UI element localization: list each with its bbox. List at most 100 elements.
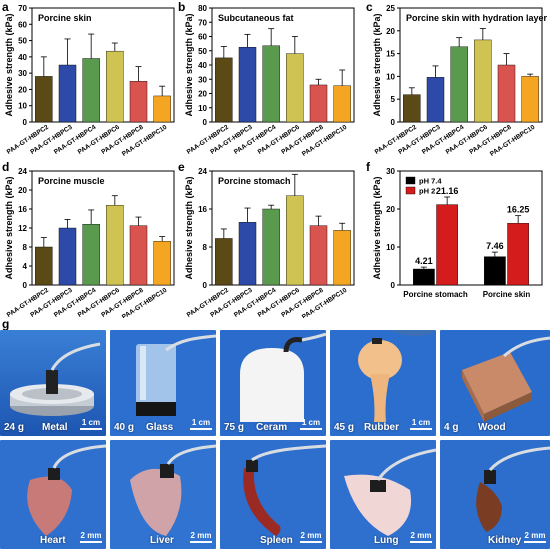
photo-mass-wood: 4 g <box>444 422 459 433</box>
photo-label-rubber: Rubber <box>364 422 399 433</box>
y-tick-label: 16 <box>198 205 207 214</box>
photo-lung: Lung 2 mm <box>330 440 436 549</box>
plot-frame <box>399 7 543 123</box>
bar <box>35 246 53 286</box>
bar <box>82 58 100 123</box>
legend-swatch <box>405 186 416 195</box>
y-tick-label: 10 <box>386 243 395 252</box>
x-tick-label: PAA-GT-HBPC10 <box>489 124 537 158</box>
scale-text-heart: 2 mm <box>80 531 102 540</box>
scale-bar-liver: 2 mm <box>190 531 212 543</box>
y-tick-label: 10 <box>198 104 207 113</box>
y-axis-label: Adhesive strength (kPa) <box>372 13 382 116</box>
x-tick-label: Porcine stomach <box>403 290 468 299</box>
photo-label-heart: Heart <box>40 535 66 546</box>
y-tick-label: 80 <box>198 4 207 13</box>
y-tick-label: 10 <box>386 72 395 81</box>
scale-text-spleen: 2 mm <box>300 531 322 540</box>
photo-grid: 24 g Metal 1 cm 40 g Glass 1 cm 75 g Cer… <box>0 330 550 549</box>
bar <box>484 256 506 286</box>
bar <box>286 195 304 286</box>
y-tick-label: 50 <box>18 37 27 46</box>
bar <box>153 241 171 286</box>
scale-text-kidney: 2 mm <box>524 531 546 540</box>
scale-bar-metal: 1 cm <box>80 418 102 430</box>
chart-panel-3: 0 4 8 12 16 20 24 Adhesive strength (kPa) Porcin… <box>4 167 175 318</box>
data-label: 4.21 <box>415 256 433 266</box>
photo-kidney: Kidney 2 mm <box>440 440 550 549</box>
photo-rubber: 45 g Rubber 1 cm <box>330 330 436 436</box>
plot-frame <box>211 7 355 123</box>
scale-bar-ceram: 1 cm <box>300 418 322 430</box>
legend-label: pH 7.4 <box>419 177 442 186</box>
y-axis-label: Adhesive strength (kPa) <box>4 13 14 116</box>
scale-text-glass: 1 cm <box>191 418 211 427</box>
chart-title: Subcutaneous fat <box>218 13 294 23</box>
y-tick-label: 20 <box>18 186 27 195</box>
photo-mass-glass: 40 g <box>114 422 135 433</box>
y-tick-label: 10 <box>18 102 27 111</box>
y-tick-label: 40 <box>198 61 207 70</box>
y-tick-label: 60 <box>198 33 207 42</box>
photo-spleen: Spleen 2 mm <box>220 440 326 549</box>
legend-label: pH 2 <box>419 187 435 196</box>
chart-title: Porcine skin with hydration layer <box>406 13 548 23</box>
scale-text-ceram: 1 cm <box>301 418 321 427</box>
y-tick-label: 0 <box>23 118 28 127</box>
bar <box>474 39 492 123</box>
bar <box>497 64 516 123</box>
x-tick-label: PAA-GT-HBPC2 <box>6 287 51 318</box>
photo-glass: 40 g Glass 1 cm <box>110 330 216 436</box>
panel-letter-a: a <box>2 0 9 14</box>
bar <box>215 238 233 286</box>
scale-text-liver: 2 mm <box>190 531 212 540</box>
bar <box>129 225 148 286</box>
scale-text-metal: 1 cm <box>81 418 101 427</box>
y-tick-label: 24 <box>198 167 207 176</box>
photo-label-kidney: Kidney <box>488 535 522 546</box>
data-label: 7.46 <box>486 241 504 251</box>
plot-frame <box>31 7 175 123</box>
photo-label-lung: Lung <box>374 535 399 546</box>
y-axis-label: Adhesive strength (kPa) <box>4 176 14 279</box>
chart-panel-1: 0 10 20 30 40 50 60 70 80 Adhesive strength (kPa)… <box>184 4 355 158</box>
x-tick-label: PAA-GT-HBPC4 <box>233 287 278 318</box>
bar <box>82 223 100 286</box>
bar <box>238 222 257 286</box>
panel-letter-b: b <box>178 0 186 14</box>
y-tick-label: 4 <box>23 262 28 271</box>
scale-bar-spleen: 2 mm <box>300 531 322 543</box>
data-label: 16.25 <box>507 205 530 215</box>
bar <box>450 46 468 123</box>
photo-label-wood: Wood <box>478 422 506 433</box>
plot-frame <box>399 170 543 286</box>
photo-mass-metal: 24 g <box>4 422 25 433</box>
chart-panel-5: 0 10 20 30 Adhesive strength (kPa) 4.21 21.16 P… <box>372 167 543 299</box>
panel-letter-g: g <box>2 317 10 331</box>
y-tick-label: 30 <box>386 167 395 176</box>
legend-swatch <box>405 176 416 185</box>
y-tick-label: 70 <box>18 4 27 13</box>
bar <box>58 227 77 286</box>
plot-frame <box>31 170 175 286</box>
photo-liver: Liver 2 mm <box>110 440 216 549</box>
y-axis-label: Adhesive strength (kPa) <box>184 13 194 116</box>
chart-title: Porcine stomach <box>218 176 291 186</box>
y-tick-label: 12 <box>18 224 27 233</box>
bar <box>333 230 351 286</box>
panel-letter-e: e <box>178 160 185 174</box>
y-tick-label: 50 <box>198 47 207 56</box>
photo-label-ceram: Ceram <box>256 422 288 433</box>
x-tick-label: PAA-GT-HBPC10 <box>121 124 169 158</box>
chart-title: Porcine muscle <box>38 176 105 186</box>
x-tick-label: PAA-GT-HBPC10 <box>301 124 349 158</box>
y-tick-label: 0 <box>391 281 396 290</box>
panel-letter-f: f <box>366 160 370 174</box>
photo-label-liver: Liver <box>150 535 174 546</box>
scale-bar-heart: 2 mm <box>80 531 102 543</box>
x-tick-label: PAA-GT-HBPC3 <box>29 287 74 318</box>
y-tick-label: 20 <box>18 85 27 94</box>
y-tick-label: 30 <box>198 75 207 84</box>
bar <box>262 208 280 286</box>
